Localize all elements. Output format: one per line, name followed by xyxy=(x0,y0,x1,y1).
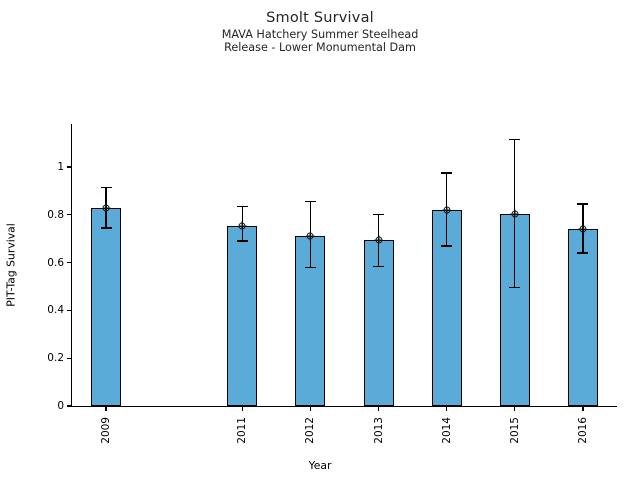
y-axis-label: PIT-Tag Survival xyxy=(4,223,18,307)
x-tick-label-2014: 2014 xyxy=(440,417,453,444)
bar-2016 xyxy=(567,229,598,406)
errorbar-cap-upper-2015 xyxy=(509,138,521,141)
errorbar-cap-lower-2009 xyxy=(100,227,112,229)
chart-subtitle-line1: MAVA Hatchery Summer Steelhead xyxy=(221,27,419,41)
errorbar-cap-upper-2016 xyxy=(577,203,589,205)
x-tick-label-2015: 2015 xyxy=(508,417,521,444)
y-tick-label: 0.2 xyxy=(47,352,64,365)
y-tick-label: 0 xyxy=(57,400,64,412)
data-point-marker-2012 xyxy=(306,232,315,241)
chart-subtitle-line2: Release - Lower Monumental Dam xyxy=(224,41,416,55)
x-tick-label-2013: 2013 xyxy=(372,417,385,444)
bar-2013 xyxy=(363,239,394,406)
errorbar-cap-lower-2015 xyxy=(509,287,521,289)
errorbar-cap-upper-2014 xyxy=(441,172,453,174)
errorbar-cap-lower-2014 xyxy=(441,245,453,247)
y-tick-mark xyxy=(67,214,71,216)
y-tick-label: 0.8 xyxy=(47,208,64,221)
errorbar-cap-upper-2011 xyxy=(236,205,248,208)
y-tick-mark xyxy=(67,357,71,359)
x-tick-mark xyxy=(514,407,516,411)
y-tick-label: 0.4 xyxy=(47,304,64,317)
y-tick-label: 1 xyxy=(57,161,64,174)
bar-2011 xyxy=(227,225,258,406)
errorbar-cap-upper-2013 xyxy=(373,214,385,216)
x-tick-mark xyxy=(309,407,312,411)
x-tick-label-2012: 2012 xyxy=(304,417,317,444)
y-tick-mark xyxy=(67,309,71,312)
data-point-marker-2013 xyxy=(374,235,383,244)
errorbar-cap-lower-2016 xyxy=(577,252,589,254)
data-point-marker-2014 xyxy=(442,206,451,215)
x-tick-mark xyxy=(241,407,243,411)
y-tick-label: 0.6 xyxy=(47,256,64,269)
x-tick-mark xyxy=(105,407,107,411)
chart-title-block: Smolt Survival MAVA Hatchery Summer Stee… xyxy=(0,10,640,55)
data-point-marker-2011 xyxy=(238,221,247,230)
bar-2009 xyxy=(91,207,122,406)
x-tick-label-2016: 2016 xyxy=(576,417,589,444)
x-tick-mark xyxy=(377,407,380,411)
x-tick-mark xyxy=(446,407,448,411)
data-point-marker-2009 xyxy=(102,203,111,212)
errorbar-cap-upper-2012 xyxy=(304,201,316,203)
x-axis-spine xyxy=(71,405,617,407)
y-tick-mark xyxy=(67,405,71,407)
plot-area: 0 0.2 0.4 0.6 0.8 1 2009 2011 2012 2013 2014 2015 2… xyxy=(47,124,617,444)
errorbar-cap-lower-2013 xyxy=(373,265,385,267)
y-axis-spine xyxy=(71,124,73,406)
x-axis-label: Year xyxy=(308,459,332,472)
y-tick-mark xyxy=(67,261,71,264)
y-tick-mark xyxy=(67,166,71,168)
errorbar-cap-lower-2011 xyxy=(236,240,248,242)
chart-title: Smolt Survival xyxy=(266,10,374,26)
x-tick-label-2011: 2011 xyxy=(236,417,249,444)
errorbar-cap-lower-2012 xyxy=(304,266,316,269)
data-point-marker-2015 xyxy=(510,209,519,218)
x-tick-mark xyxy=(582,407,584,411)
data-point-marker-2016 xyxy=(578,225,587,234)
x-tick-label-2009: 2009 xyxy=(100,417,113,444)
errorbar-cap-upper-2009 xyxy=(100,186,112,188)
